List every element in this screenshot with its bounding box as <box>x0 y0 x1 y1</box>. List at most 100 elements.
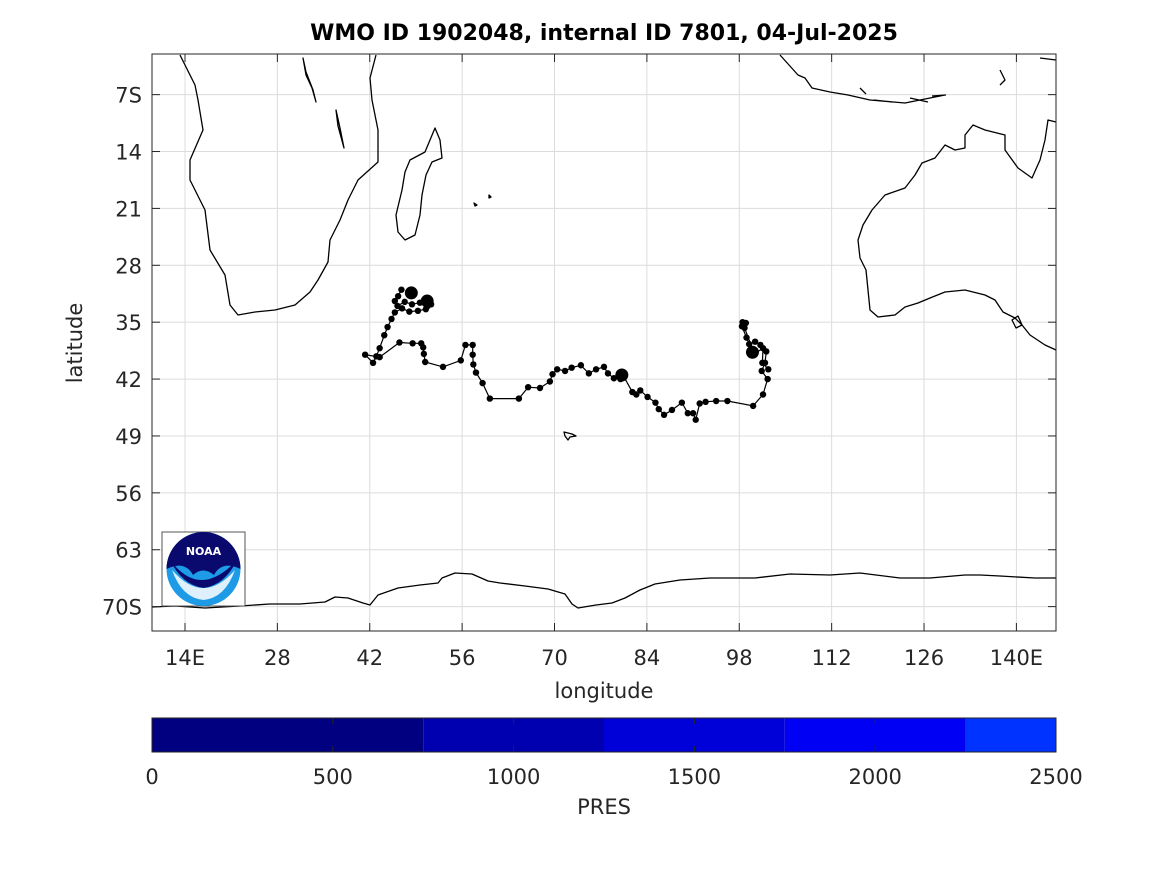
colorbar: 0 500 1000 1500 2000 2500 PRES <box>145 717 1083 819</box>
profile-point-large <box>420 294 434 308</box>
profile-point <box>758 367 765 375</box>
logo-white-wave <box>172 570 235 600</box>
kerguelen-island <box>563 431 577 441</box>
logo-navy-top <box>166 532 241 575</box>
profile-point <box>439 363 447 371</box>
profile-point <box>420 344 427 351</box>
reunion-island <box>473 202 478 207</box>
profile-point <box>660 411 668 419</box>
x-tick-label: 70 <box>541 646 568 670</box>
y-tick-label: 49 <box>115 425 142 449</box>
y-tick-label: 70S <box>102 596 142 620</box>
profile-point <box>652 399 659 406</box>
profile-point <box>376 353 383 361</box>
colorbar-frame <box>151 717 1057 753</box>
profile-point <box>469 351 476 358</box>
profile-point <box>692 416 699 423</box>
y-tick-label: 21 <box>115 197 142 221</box>
profile-point <box>600 363 608 371</box>
profile-point <box>637 387 644 394</box>
x-tick-label: 28 <box>264 646 291 670</box>
profile-point <box>561 367 569 375</box>
profile-point <box>668 406 676 414</box>
y-tick-label: 56 <box>115 482 142 506</box>
profile-point <box>610 375 618 382</box>
profile-point <box>462 341 469 349</box>
lake-malawi-outline <box>302 57 317 103</box>
profile-point <box>764 375 771 383</box>
logo-text: NOAA <box>186 545 222 558</box>
profile-markers <box>361 286 772 423</box>
logo-gull <box>170 560 237 588</box>
profile-point <box>388 315 395 323</box>
profile-point <box>536 384 544 392</box>
profile-point <box>689 410 697 417</box>
x-tick-label: 14E <box>165 646 205 670</box>
y-tick-label: 63 <box>115 539 142 563</box>
profile-point <box>741 324 748 332</box>
profile-point <box>524 383 532 391</box>
profile-point <box>396 339 403 346</box>
profile-point <box>749 402 757 410</box>
profile-point <box>724 397 731 405</box>
colorbar-tick-label: 1000 <box>487 765 540 789</box>
profile-point <box>486 395 494 402</box>
australia-coastline <box>857 119 1057 351</box>
profile-point <box>369 359 377 367</box>
profile-point-large <box>404 286 418 300</box>
profile-point <box>421 358 429 366</box>
x-tick-label: 84 <box>634 646 661 670</box>
profile-point <box>394 292 402 300</box>
profile-point <box>376 344 383 352</box>
profile-point <box>469 341 476 349</box>
map-panel: NOAA <box>151 53 1057 632</box>
colorbar-segment <box>152 718 424 752</box>
madagascar-coastline <box>395 127 443 241</box>
profile-point <box>743 334 750 341</box>
profile-point <box>414 307 422 315</box>
lake-tanganyika-outline <box>335 109 345 149</box>
profile-point <box>702 398 709 406</box>
x-axis-label: longitude <box>555 679 654 703</box>
chart-title: WMO ID 1902048, internal ID 7801, 04-Jul… <box>310 21 898 46</box>
y-axis-label: latitude <box>63 303 87 384</box>
profile-point <box>742 319 750 327</box>
profile-point <box>470 361 477 368</box>
profile-point <box>644 393 651 401</box>
profile-point <box>751 338 759 345</box>
profile-point <box>381 331 388 339</box>
antarctica-coastline <box>151 572 1056 609</box>
colorbar-segments <box>152 718 1056 752</box>
x-tick-label: 98 <box>726 646 753 670</box>
profile-point <box>472 369 480 376</box>
colorbar-tick-label: 2000 <box>848 765 901 789</box>
y-axis-tick-labels: 7S 14 21 28 35 42 49 56 63 70S <box>102 84 142 620</box>
x-tick-label: 42 <box>356 646 383 670</box>
profile-point <box>398 305 406 312</box>
y-tick-label: 7S <box>115 84 142 108</box>
profile-point <box>678 399 686 406</box>
colorbar-tick-label: 2500 <box>1029 765 1082 789</box>
profile-point <box>592 366 600 373</box>
y-tick-label: 42 <box>115 368 142 392</box>
profile-point <box>406 308 413 315</box>
map-grid <box>152 54 1056 631</box>
profile-point <box>422 305 430 313</box>
profile-point <box>655 405 662 413</box>
colorbar-tick-label: 0 <box>145 765 158 789</box>
map-frame <box>151 53 1057 632</box>
profile-point <box>408 301 416 308</box>
x-tick-label: 56 <box>449 646 476 670</box>
colorbar-tick-label: 500 <box>313 765 353 789</box>
profile-point <box>546 378 554 385</box>
x-tick-label: 126 <box>904 646 944 670</box>
profile-point <box>577 362 585 369</box>
colorbar-segment <box>965 718 1056 752</box>
colorbar-tick-labels: 0 500 1000 1500 2000 2500 <box>145 765 1082 789</box>
profile-point <box>457 357 465 364</box>
x-axis-tick-labels: 14E 28 42 56 70 84 98 112 126 140E <box>165 646 1043 670</box>
profile-point <box>391 297 399 305</box>
profile-point <box>696 400 703 407</box>
profile-point <box>409 340 416 347</box>
colorbar-tick-label: 1500 <box>668 765 721 789</box>
